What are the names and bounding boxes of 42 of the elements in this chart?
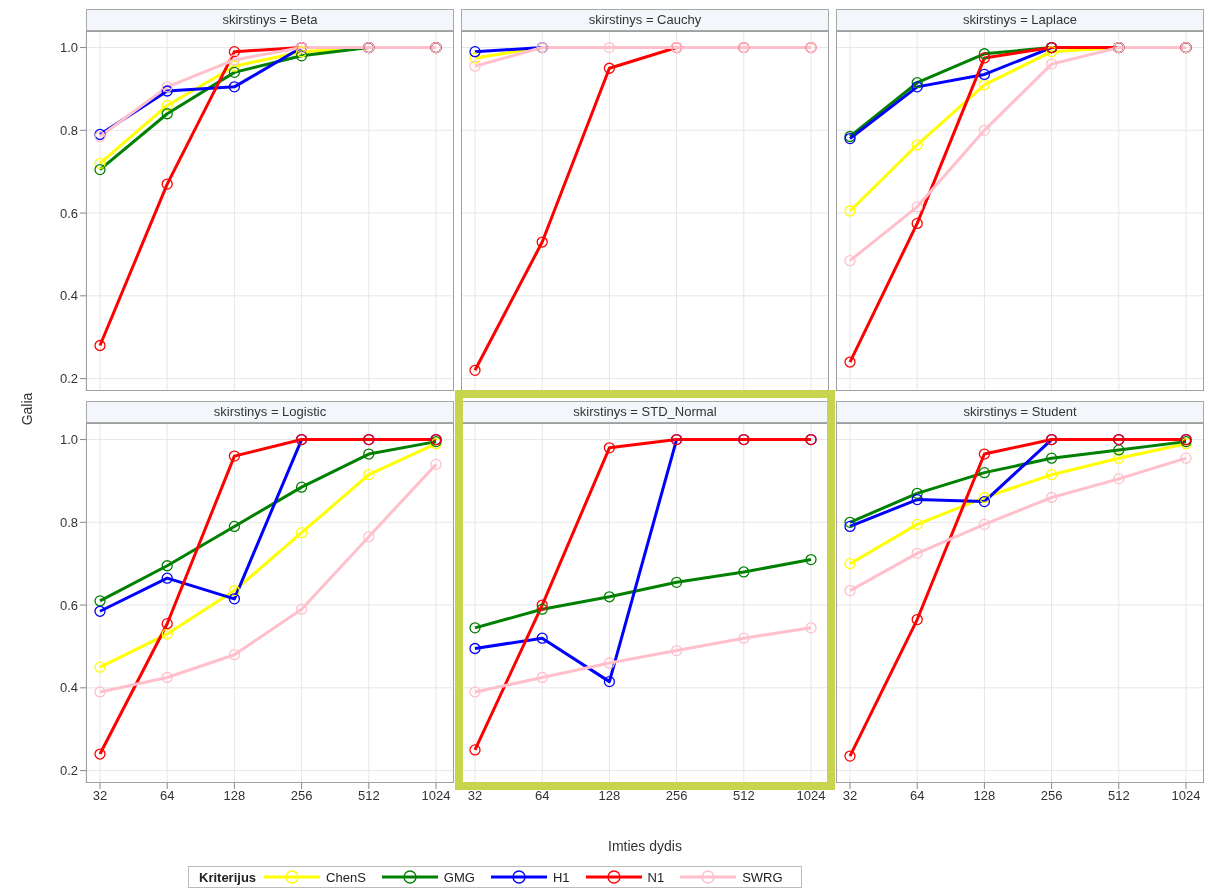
- x-tick-label: 64: [159, 788, 175, 804]
- legend-title: Kriterijus: [199, 869, 257, 885]
- chart-title: skirstinys = Cauchy: [461, 9, 829, 31]
- chart-title: skirstinys = STD_Normal: [461, 401, 829, 423]
- legend-label: N1: [647, 869, 665, 885]
- x-tick-label: 64: [534, 788, 550, 804]
- x-tick-label: 32: [467, 788, 483, 804]
- x-tick-label: 32: [92, 788, 108, 804]
- y-tick-label: 1.0: [59, 432, 78, 448]
- x-tick-label: 256: [1040, 788, 1063, 804]
- y-tick-label: 0.6: [59, 597, 78, 613]
- y-tick-label: 1.0: [59, 40, 78, 56]
- x-tick-label: 128: [223, 788, 246, 804]
- legend-label: H1: [552, 869, 570, 885]
- x-tick-label: 256: [665, 788, 688, 804]
- x-tick-label: 512: [357, 788, 380, 804]
- x-tick-label: 128: [973, 788, 996, 804]
- y-tick-label: 0.8: [59, 122, 78, 138]
- x-tick-label: 128: [598, 788, 621, 804]
- x-axis-title: Imties dydis: [607, 838, 683, 854]
- chart-title: skirstinys = Logistic: [86, 401, 454, 423]
- y-tick-label: 0.6: [59, 205, 78, 221]
- x-tick-label: 256: [290, 788, 313, 804]
- y-tick-label: 0.8: [59, 514, 78, 530]
- y-tick-label: 0.2: [59, 371, 78, 387]
- x-tick-label: 512: [1107, 788, 1130, 804]
- x-tick-label: 1024: [1171, 788, 1201, 804]
- x-tick-label: 64: [909, 788, 925, 804]
- y-axis-title: Galia: [19, 391, 36, 428]
- chart-title: skirstinys = Laplace: [836, 9, 1204, 31]
- legend-label: ChenS: [326, 869, 366, 885]
- x-tick-label: 512: [732, 788, 755, 804]
- legend-label: SWRG: [742, 869, 783, 885]
- x-tick-label: 1024: [421, 788, 451, 804]
- chart-title: skirstinys = Beta: [86, 9, 454, 31]
- legend-label: GMG: [443, 869, 475, 885]
- x-tick-label: 1024: [796, 788, 826, 804]
- y-tick-label: 0.4: [59, 680, 78, 696]
- y-tick-label: 0.2: [59, 763, 78, 779]
- chart-title: skirstinys = Student: [836, 401, 1204, 423]
- y-tick-label: 0.4: [59, 288, 78, 304]
- x-tick-label: 32: [842, 788, 858, 804]
